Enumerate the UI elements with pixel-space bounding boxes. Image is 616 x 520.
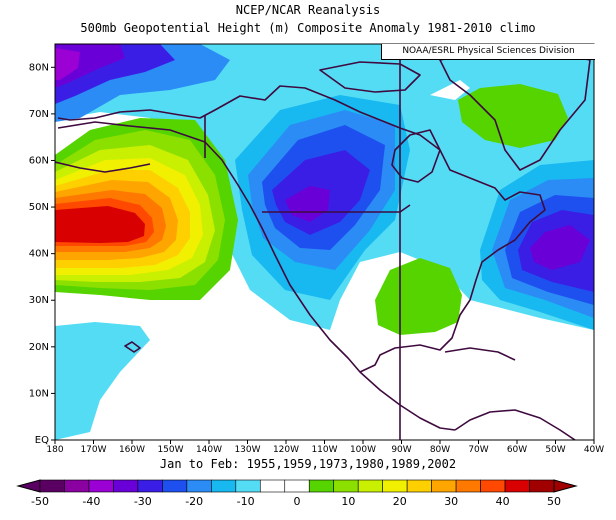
- colorbar-box: [529, 479, 555, 493]
- coastline-hudson-bay: [391, 129, 441, 183]
- colorbar-box: [235, 479, 261, 493]
- colorbar-box: [333, 479, 359, 493]
- anomaly-contour-minus30-east: [530, 225, 590, 270]
- longitude-tick-label: 130W: [234, 445, 260, 455]
- colorbar-boxes: [16, 479, 578, 493]
- chart-subtitle: 500mb Geopotential Height (m) Composite …: [80, 21, 536, 35]
- colorbar-label: -40: [82, 495, 100, 508]
- colorbar: -50 -40 -30 -20 -10 0 10 20 30 40 50: [16, 479, 578, 508]
- colorbar-box: [162, 479, 188, 493]
- anomaly-contour-minus30-west: [285, 186, 330, 222]
- anomaly-contour-zero-greenland: [430, 80, 470, 100]
- colorbar-box: [308, 479, 335, 493]
- latitude-tick-label: 20N: [29, 342, 49, 353]
- longitude-tick-label: 120W: [273, 445, 299, 455]
- latitude-tick-label: 40N: [29, 249, 49, 260]
- colorbar-label: 40: [496, 495, 510, 508]
- anomaly-contour-plus45-pacific: [55, 206, 145, 243]
- colorbar-box: [480, 479, 506, 493]
- colorbar-min-arrow: [16, 479, 41, 493]
- colorbar-box: [406, 479, 432, 493]
- colorbar-box: [357, 479, 383, 493]
- colorbar-label: -20: [185, 495, 203, 508]
- map-area: [55, 44, 594, 440]
- coastline-arctic-islands: [319, 61, 421, 93]
- colorbar-box: [137, 479, 163, 493]
- longitude-tick-label: 70W: [468, 445, 488, 455]
- longitude-tick-label: 150W: [157, 445, 183, 455]
- longitude-tick-label: 60W: [507, 445, 527, 455]
- longitude-axis: 180 170W 160W 150W 140W 130W 120W 110W 100W 90W 80…: [46, 440, 604, 455]
- colorbar-label: -10: [237, 495, 255, 508]
- longitude-tick-label: 40W: [584, 445, 604, 455]
- longitude-tick-label: 110W: [311, 445, 337, 455]
- chart-title: NCEP/NCAR Reanalysis: [235, 3, 381, 17]
- date-range-label: Jan to Feb: 1955,1959,1973,1980,1989,200…: [159, 457, 457, 471]
- coastline-north-america: [57, 85, 546, 373]
- colorbar-box: [211, 479, 237, 493]
- coastline-hawaii: [124, 341, 141, 353]
- coastline-central-america: [359, 371, 456, 431]
- colorbar-max-arrow: [553, 479, 578, 493]
- longitude-tick-label: 140W: [196, 445, 222, 455]
- colorbar-label: -30: [134, 495, 152, 508]
- anomaly-contour-minus5-south: [55, 322, 150, 440]
- longitude-tick-label: 160W: [119, 445, 145, 455]
- longitude-tick-label: 50W: [545, 445, 565, 455]
- latitude-axis: EQ 10N 20N 30N 40N 50N 60N 70N 80N: [29, 62, 55, 446]
- longitude-tick-label: 90W: [391, 445, 411, 455]
- colorbar-box: [504, 479, 530, 493]
- credit-label: NOAA/ESRL Physical Sciences Division: [381, 44, 595, 60]
- anomaly-map: EQ 10N 20N 30N 40N 50N 60N 70N 80N 180 170W 160W 15…: [29, 43, 604, 455]
- colorbar-label: 0: [294, 495, 301, 508]
- colorbar-box: [88, 479, 114, 493]
- colorbar-label: 50: [547, 495, 561, 508]
- longitude-tick-label: 180: [46, 445, 63, 455]
- anomaly-contour-arctic-core: [55, 48, 80, 80]
- colorbar-box: [113, 479, 139, 493]
- colorbar-label: 20: [393, 495, 407, 508]
- colorbar-box: [186, 479, 212, 493]
- longitude-tick-label: 80W: [430, 445, 450, 455]
- colorbar-box: [382, 479, 408, 493]
- longitude-tick-label: 100W: [350, 445, 376, 455]
- colorbar-box: [259, 479, 286, 493]
- colorbar-label: 30: [444, 495, 458, 508]
- latitude-tick-label: 50N: [29, 202, 49, 213]
- colorbar-box: [431, 479, 457, 493]
- coastline-aleutians: [55, 161, 151, 173]
- anomaly-contour-plus5-southeast: [375, 258, 462, 335]
- longitude-tick-label: 170W: [80, 445, 106, 455]
- colorbar-box: [39, 479, 65, 493]
- colorbar-labels: -50 -40 -30 -20 -10 0 10 20 30 40 50: [31, 495, 561, 508]
- latitude-tick-label: 60N: [29, 155, 49, 166]
- latitude-tick-label: 10N: [29, 388, 49, 399]
- coastline-south-america: [454, 409, 576, 440]
- colorbar-box: [455, 479, 481, 493]
- anomaly-contour-plus5-greenland: [458, 84, 568, 148]
- colorbar-label: 10: [341, 495, 355, 508]
- latitude-tick-label: 70N: [29, 109, 49, 120]
- coastline-caribbean: [444, 347, 516, 361]
- latitude-tick-label: 80N: [29, 62, 49, 73]
- colorbar-box: [64, 479, 90, 493]
- colorbar-box: [284, 479, 310, 493]
- latitude-tick-label: 30N: [29, 295, 49, 306]
- latitude-tick-label: EQ: [35, 435, 49, 446]
- colorbar-label: -50: [31, 495, 49, 508]
